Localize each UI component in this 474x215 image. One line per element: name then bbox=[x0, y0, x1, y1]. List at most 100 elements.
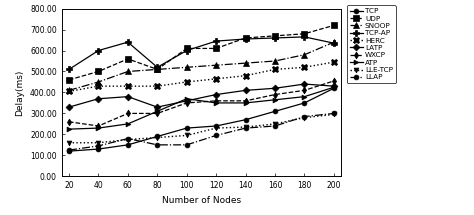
TCP-AP bbox=[66, 68, 72, 71]
LLE-TCP bbox=[272, 123, 278, 125]
TCP bbox=[331, 87, 337, 89]
Line: SNOOP: SNOOP bbox=[66, 39, 337, 93]
LLAP bbox=[155, 144, 160, 146]
LATP bbox=[155, 106, 160, 108]
UDP bbox=[184, 47, 190, 50]
LLAP bbox=[272, 125, 278, 127]
TCP-AP bbox=[301, 36, 307, 38]
LLE-TCP bbox=[243, 126, 248, 128]
SNOOP bbox=[96, 81, 101, 83]
Line: TCP: TCP bbox=[66, 86, 337, 154]
TCP bbox=[243, 118, 248, 121]
SNOOP bbox=[331, 41, 337, 43]
ATP bbox=[184, 97, 190, 100]
SNOOP bbox=[272, 60, 278, 62]
WXCP bbox=[155, 112, 160, 115]
LATP bbox=[184, 100, 190, 102]
TCP-AP bbox=[243, 38, 248, 40]
LLAP bbox=[243, 127, 248, 129]
ATP bbox=[66, 128, 72, 131]
LLE-TCP bbox=[331, 113, 337, 116]
TCP-AP bbox=[125, 41, 131, 43]
ATP bbox=[272, 98, 278, 101]
LATP bbox=[301, 83, 307, 85]
Line: UDP: UDP bbox=[66, 23, 337, 83]
UDP bbox=[66, 79, 72, 81]
LATP bbox=[125, 95, 131, 98]
ATP bbox=[213, 102, 219, 104]
LLE-TCP bbox=[66, 141, 72, 144]
UDP bbox=[125, 58, 131, 60]
HERC bbox=[213, 78, 219, 80]
TCP bbox=[272, 110, 278, 113]
LLE-TCP bbox=[301, 116, 307, 119]
X-axis label: Number of Nodes: Number of Nodes bbox=[162, 196, 241, 205]
LLE-TCP bbox=[125, 138, 131, 141]
Line: ATP: ATP bbox=[66, 85, 337, 132]
Legend: TCP, UDP, SNOOP, TCP-AP, HERC, LATP, WXCP, ATP, LLE-TCP, LLAP: TCP, UDP, SNOOP, TCP-AP, HERC, LATP, WXC… bbox=[347, 5, 396, 83]
ATP bbox=[125, 123, 131, 125]
LATP bbox=[66, 106, 72, 108]
SNOOP bbox=[213, 64, 219, 66]
LLAP bbox=[301, 115, 307, 118]
Line: LATP: LATP bbox=[66, 82, 337, 110]
LLAP bbox=[184, 144, 190, 146]
WXCP bbox=[184, 102, 190, 104]
SNOOP bbox=[301, 53, 307, 56]
HERC bbox=[272, 68, 278, 71]
WXCP bbox=[66, 120, 72, 123]
Line: LLAP: LLAP bbox=[66, 111, 337, 152]
TCP bbox=[301, 102, 307, 104]
LATP bbox=[272, 87, 278, 89]
LATP bbox=[243, 89, 248, 92]
LLAP bbox=[66, 149, 72, 151]
UDP bbox=[272, 35, 278, 37]
TCP bbox=[213, 125, 219, 127]
UDP bbox=[213, 47, 219, 50]
LLAP bbox=[96, 145, 101, 147]
TCP-AP bbox=[213, 40, 219, 42]
WXCP bbox=[243, 100, 248, 102]
Line: HERC: HERC bbox=[66, 59, 337, 95]
UDP bbox=[155, 68, 160, 71]
WXCP bbox=[301, 89, 307, 92]
UDP bbox=[96, 70, 101, 73]
HERC bbox=[243, 74, 248, 77]
ATP bbox=[331, 86, 337, 89]
Y-axis label: Delay(ms): Delay(ms) bbox=[16, 69, 25, 116]
TCP bbox=[184, 127, 190, 129]
WXCP bbox=[272, 93, 278, 96]
LATP bbox=[331, 85, 337, 88]
HERC bbox=[96, 85, 101, 88]
WXCP bbox=[213, 100, 219, 102]
HERC bbox=[301, 66, 307, 69]
TCP-AP bbox=[155, 66, 160, 69]
UDP bbox=[243, 37, 248, 39]
TCP bbox=[96, 148, 101, 150]
Line: WXCP: WXCP bbox=[66, 78, 337, 128]
TCP bbox=[155, 135, 160, 138]
LLE-TCP bbox=[184, 134, 190, 137]
ATP bbox=[301, 95, 307, 98]
ATP bbox=[96, 127, 101, 129]
LLE-TCP bbox=[213, 127, 219, 129]
Line: LLE-TCP: LLE-TCP bbox=[66, 112, 337, 145]
TCP bbox=[66, 150, 72, 152]
WXCP bbox=[331, 80, 337, 82]
TCP-AP bbox=[331, 42, 337, 45]
Line: TCP-AP: TCP-AP bbox=[66, 34, 337, 72]
TCP-AP bbox=[96, 49, 101, 52]
HERC bbox=[155, 85, 160, 88]
TCP bbox=[125, 144, 131, 146]
HERC bbox=[125, 85, 131, 88]
HERC bbox=[184, 81, 190, 83]
UDP bbox=[331, 24, 337, 27]
LLAP bbox=[331, 112, 337, 115]
SNOOP bbox=[66, 89, 72, 92]
SNOOP bbox=[125, 70, 131, 73]
LATP bbox=[96, 97, 101, 100]
SNOOP bbox=[243, 62, 248, 64]
SNOOP bbox=[155, 68, 160, 71]
TCP-AP bbox=[272, 37, 278, 39]
UDP bbox=[301, 32, 307, 35]
